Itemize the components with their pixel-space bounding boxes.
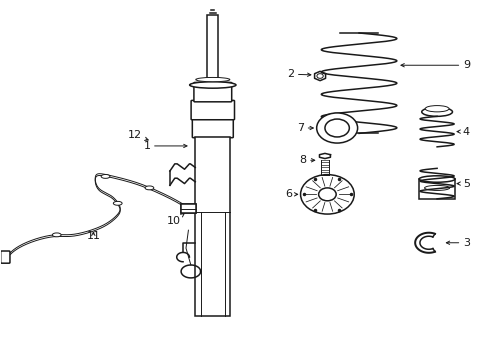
FancyBboxPatch shape — [191, 100, 234, 120]
Text: 4: 4 — [456, 127, 469, 136]
Ellipse shape — [145, 186, 154, 190]
Ellipse shape — [421, 107, 451, 116]
Bar — [195, 137, 230, 316]
Text: 10: 10 — [166, 213, 184, 226]
Ellipse shape — [424, 105, 448, 112]
Bar — [181, 204, 195, 213]
Ellipse shape — [113, 201, 122, 205]
Ellipse shape — [424, 185, 449, 190]
Text: 9: 9 — [400, 60, 469, 70]
Text: 5: 5 — [456, 179, 469, 189]
Text: 12: 12 — [127, 130, 148, 140]
Text: 3: 3 — [446, 238, 469, 248]
Text: 8: 8 — [299, 155, 314, 165]
Text: 2: 2 — [286, 69, 310, 79]
Text: 11: 11 — [86, 231, 100, 240]
Circle shape — [318, 188, 335, 201]
Ellipse shape — [101, 175, 110, 178]
Bar — [207, 15, 218, 83]
FancyBboxPatch shape — [192, 118, 233, 138]
Text: 1: 1 — [143, 141, 186, 151]
Text: 7: 7 — [296, 123, 313, 133]
Ellipse shape — [52, 233, 61, 237]
Bar — [418, 179, 454, 199]
Ellipse shape — [189, 82, 236, 88]
FancyBboxPatch shape — [0, 251, 10, 263]
Ellipse shape — [195, 77, 229, 82]
Text: 6: 6 — [285, 189, 297, 199]
FancyBboxPatch shape — [194, 82, 231, 102]
Circle shape — [316, 113, 357, 143]
Bar — [181, 204, 195, 213]
Circle shape — [300, 175, 353, 214]
Ellipse shape — [418, 176, 454, 182]
Circle shape — [325, 119, 348, 137]
